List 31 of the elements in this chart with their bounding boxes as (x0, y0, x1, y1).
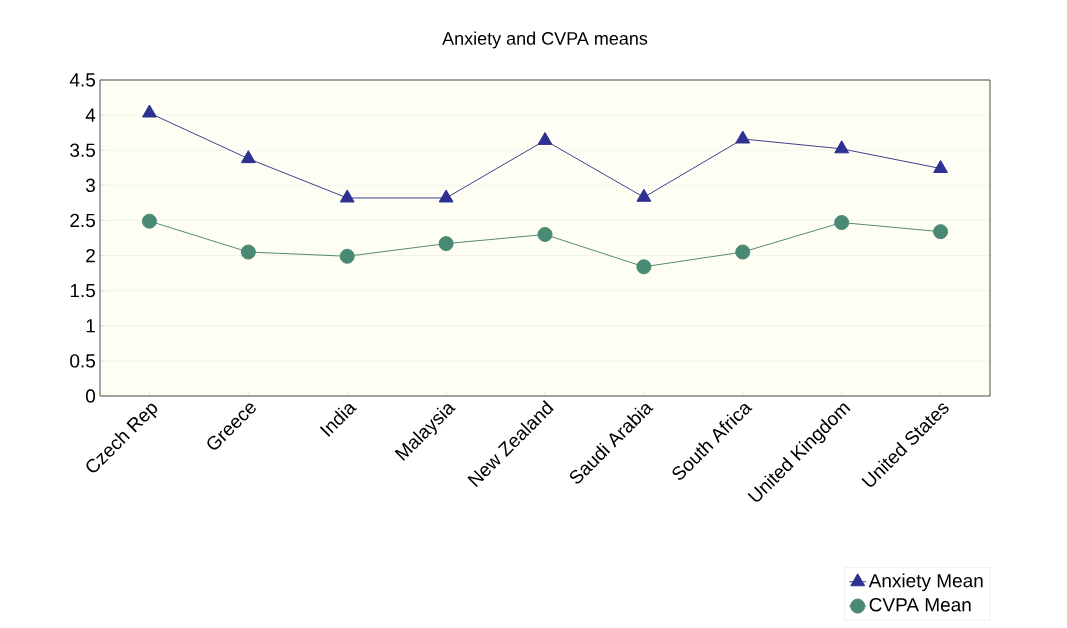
point (735, 130, 751, 144)
y-tick-label: 0.5 (70, 354, 95, 368)
point (933, 224, 949, 240)
y-tick-label: 4.5 (69, 73, 95, 87)
point (537, 226, 553, 242)
y-tick-label: 3 (85, 178, 95, 193)
point (141, 213, 157, 229)
point (438, 236, 454, 252)
y-tick-label: 3.5 (70, 143, 95, 157)
point (636, 259, 652, 275)
point (142, 104, 157, 118)
y-tick-label: 1.5 (70, 284, 95, 298)
legend-label: Anxiety Mean (868, 573, 983, 592)
point (240, 150, 256, 164)
point (735, 244, 751, 260)
point (240, 244, 256, 260)
point (537, 131, 553, 145)
y-tick-label: 2.5 (70, 213, 95, 228)
point (834, 215, 850, 231)
point (834, 140, 850, 154)
chart-title: Anxiety and CVPA means (442, 31, 648, 49)
point (438, 189, 454, 203)
y-tick-label: 4 (85, 108, 96, 122)
y-tick-label: 2 (86, 248, 95, 263)
y-tick-label: 1 (86, 319, 95, 333)
point (339, 248, 355, 264)
point (636, 188, 652, 202)
y-tick-label: 0 (85, 389, 96, 403)
point (339, 189, 355, 203)
legend-label: CVPA Mean (869, 598, 971, 612)
point (933, 159, 948, 173)
